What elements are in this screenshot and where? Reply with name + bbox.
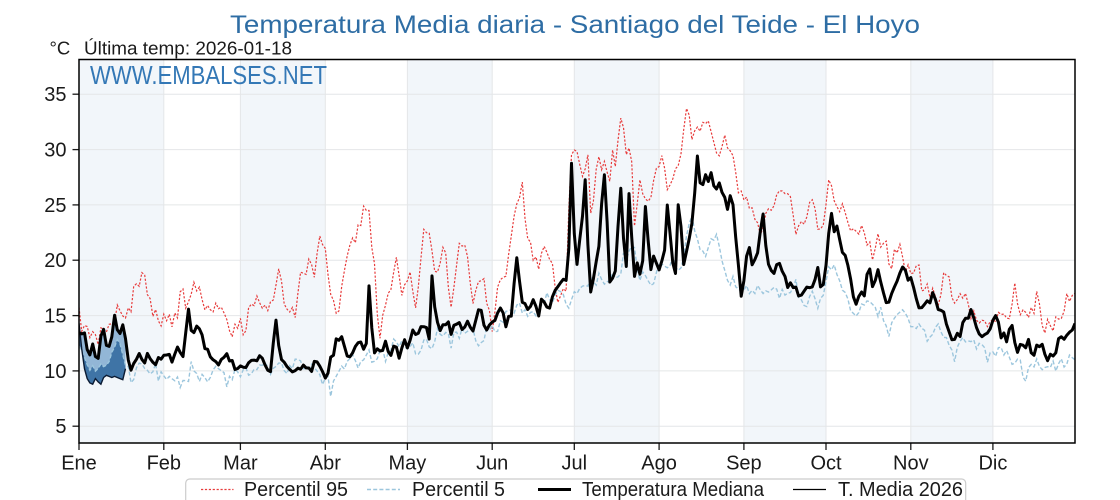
svg-text:Feb: Feb <box>147 453 181 475</box>
svg-text:15: 15 <box>44 306 66 328</box>
svg-text:Temperatura Media diaria - San: Temperatura Media diaria - Santiago del … <box>230 12 920 39</box>
svg-text:T. Media 2026: T. Media 2026 <box>838 479 963 500</box>
svg-text:Percentil 95: Percentil 95 <box>244 479 348 500</box>
svg-text:Abr: Abr <box>310 453 341 475</box>
svg-text:May: May <box>389 453 427 475</box>
svg-text:Jun: Jun <box>476 453 508 475</box>
svg-text:20: 20 <box>44 250 66 272</box>
svg-text:Temperatura Mediana: Temperatura Mediana <box>582 479 765 500</box>
svg-text:Percentil 5: Percentil 5 <box>412 479 505 500</box>
svg-text:25: 25 <box>44 195 66 217</box>
svg-text:Sep: Sep <box>726 453 762 475</box>
svg-text:Ene: Ene <box>61 453 97 475</box>
svg-text:Dic: Dic <box>978 453 1007 475</box>
svg-text:Nov: Nov <box>893 453 929 475</box>
svg-text:°C: °C <box>50 38 71 59</box>
svg-text:Última temp: 2026-01-18: Última temp: 2026-01-18 <box>84 38 292 59</box>
svg-text:Jul: Jul <box>562 453 588 475</box>
svg-text:10: 10 <box>44 361 66 383</box>
svg-text:Oct: Oct <box>810 453 842 475</box>
svg-text:5: 5 <box>55 416 66 438</box>
svg-text:Mar: Mar <box>223 453 258 475</box>
svg-text:Ago: Ago <box>641 453 677 475</box>
svg-text:30: 30 <box>44 140 66 162</box>
svg-text:WWW.EMBALSES.NET: WWW.EMBALSES.NET <box>90 60 327 90</box>
svg-text:35: 35 <box>44 84 66 106</box>
